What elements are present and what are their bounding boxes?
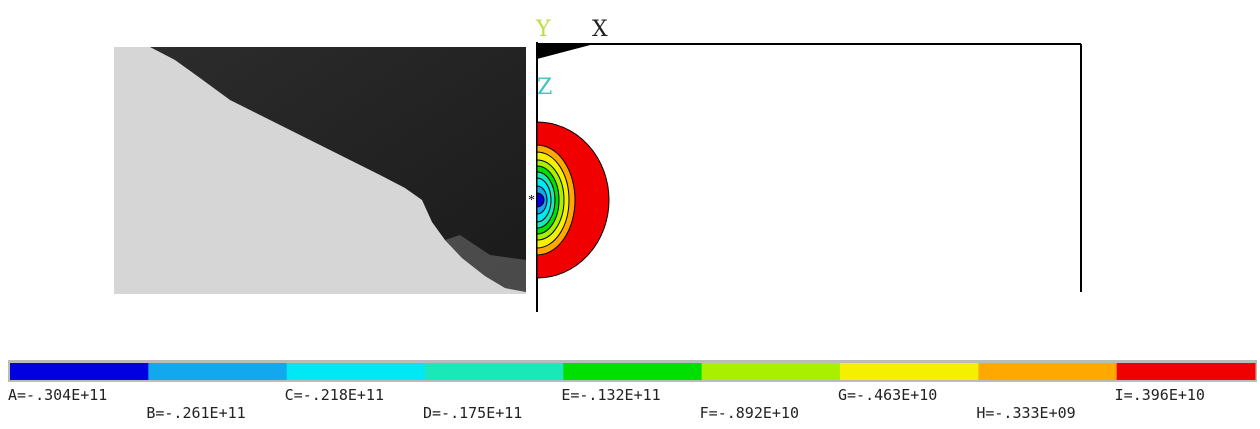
- legend-swatch: [840, 363, 979, 380]
- legend-label: I=.396E+10: [1115, 386, 1205, 404]
- legend-swatch: [978, 363, 1117, 380]
- legend-swatch: [563, 363, 702, 380]
- legend-label: G=-.463E+10: [838, 386, 937, 404]
- legend-swatch: [287, 363, 426, 380]
- axis-label: X: [592, 17, 608, 42]
- legend-label: D=-.175E+11: [423, 404, 522, 422]
- legend-label: F=-.892E+10: [700, 404, 799, 422]
- legend-label: H=-.333E+09: [976, 404, 1075, 422]
- legend: A=-.304E+11 B=-.261E+11 C=-.218E+11 D=-.175…: [8, 360, 1257, 422]
- axis-label: Y: [535, 17, 551, 42]
- legend-label: A=-.304E+11: [8, 386, 107, 404]
- figure: * Y X Z A=-.304E+11 B=-.261E+11 C=-.218E+1…: [0, 0, 1260, 429]
- legend-swatch: [10, 363, 149, 380]
- legend-swatch: [425, 363, 564, 380]
- axis-label: Z: [537, 75, 552, 100]
- legend-swatch: [702, 363, 841, 380]
- model-outline: [537, 42, 1081, 312]
- legend-swatch: [1117, 363, 1256, 380]
- legend-label: B=-.261E+11: [146, 404, 245, 422]
- micrograph: [114, 47, 526, 294]
- legend-label: E=-.132E+11: [561, 386, 660, 404]
- svg-text:*: *: [528, 193, 535, 208]
- contour-plot: *: [528, 122, 609, 278]
- legend-swatch: [148, 363, 287, 380]
- legend-label: C=-.218E+11: [285, 386, 384, 404]
